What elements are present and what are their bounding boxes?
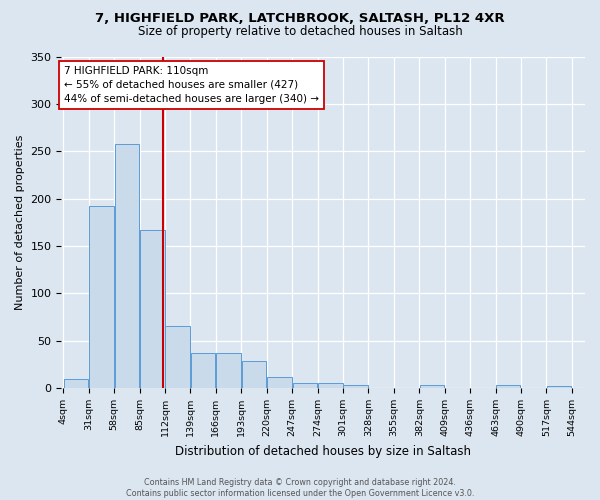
Text: 7 HIGHFIELD PARK: 110sqm
← 55% of detached houses are smaller (427)
44% of semi-: 7 HIGHFIELD PARK: 110sqm ← 55% of detach…	[64, 66, 319, 104]
Bar	[217, 353, 241, 388]
Bar	[140, 230, 164, 388]
Text: Contains HM Land Registry data © Crown copyright and database right 2024.
Contai: Contains HM Land Registry data © Crown c…	[126, 478, 474, 498]
Bar	[191, 353, 215, 388]
Text: Size of property relative to detached houses in Saltash: Size of property relative to detached ho…	[137, 25, 463, 38]
Y-axis label: Number of detached properties: Number of detached properties	[15, 134, 25, 310]
Bar	[115, 144, 139, 388]
Bar	[343, 385, 368, 388]
Bar	[64, 378, 88, 388]
Bar	[166, 326, 190, 388]
Bar	[89, 206, 113, 388]
Bar	[242, 360, 266, 388]
Bar	[293, 384, 317, 388]
X-axis label: Distribution of detached houses by size in Saltash: Distribution of detached houses by size …	[175, 444, 471, 458]
Bar	[318, 384, 343, 388]
Bar	[547, 386, 571, 388]
Bar	[420, 385, 444, 388]
Bar	[496, 385, 520, 388]
Text: 7, HIGHFIELD PARK, LATCHBROOK, SALTASH, PL12 4XR: 7, HIGHFIELD PARK, LATCHBROOK, SALTASH, …	[95, 12, 505, 26]
Bar	[267, 376, 292, 388]
